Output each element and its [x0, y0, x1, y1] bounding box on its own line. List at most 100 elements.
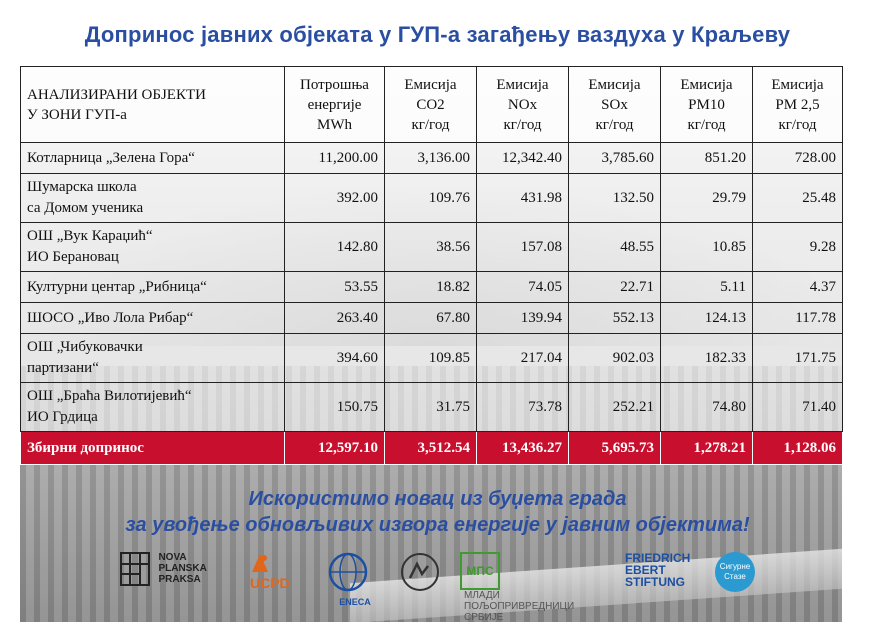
column-header-line: CO2 [416, 96, 445, 113]
value-cell: 67.80 [384, 302, 477, 334]
value-cell: 124.13 [660, 302, 753, 334]
column-header-line: PM 2,5 [775, 96, 820, 113]
partner-logos: NOVA PLANSKA PRAKSA UCPD ENECA МПС МЛАДИ [110, 551, 770, 623]
sigurne-staze-logo: Сигурне Стазе [715, 552, 759, 610]
slogan-line-1: Искористимо новац из буџета града [248, 488, 627, 510]
column-header: АНАЛИЗИРАНИ ОБЈЕКТИ У ЗОНИ ГУП-а [20, 66, 285, 143]
column-header-line: Емисија [588, 76, 641, 93]
ucpd-logo: UCPD [250, 552, 316, 610]
column-header-line: Емисија [404, 76, 457, 93]
slogan-line-2: за увођење обновљивих извора енергије у … [125, 514, 750, 536]
facility-name-cell: ОШ „Вук Караџић“ ИО Берановац [20, 222, 285, 272]
value-cell: 902.03 [568, 333, 661, 383]
column-header-line: PM10 [688, 96, 725, 113]
fes-line2: EBERT [625, 563, 666, 577]
column-header: Емисија PM10 кг/год [660, 66, 753, 143]
table-row: ОШ „Чибуковачки партизани“ 394.60 109.85 217… [20, 333, 843, 383]
sigurne-line1: Сигурне [719, 562, 751, 571]
total-value-cell: 1,278.21 [660, 431, 753, 465]
value-cell: 431.98 [476, 173, 569, 223]
value-cell: 392.00 [284, 173, 385, 223]
mps-line1: МЛАДИ [464, 590, 500, 601]
column-header-line: Потрошња [300, 76, 369, 93]
value-cell: 48.55 [568, 222, 661, 272]
value-cell: 109.76 [384, 173, 477, 223]
column-header-line: кг/год [411, 116, 450, 133]
column-header-line: енергије [307, 96, 362, 113]
value-cell: 25.48 [752, 173, 843, 223]
facility-name-cell: Културни центар „Рибница“ [20, 271, 285, 303]
value-cell: 150.75 [284, 382, 385, 432]
mps-line3: СРБИЈЕ [464, 612, 504, 623]
facility-name-line: ОШ „Браћа Вилотијевић“ [27, 388, 192, 404]
mps-logo: МПС МЛАДИ ПОЉОПРИВРЕДНИЦИ СРБИЈЕ [460, 552, 590, 623]
column-header: Емисија SOx кг/год [568, 66, 661, 143]
eneca-globe-icon [328, 552, 368, 592]
table-row: Котларница „Зелена Гора“ 11,200.00 3,136.0… [20, 142, 843, 174]
column-header-line: Емисија [496, 76, 549, 93]
column-header-line: кг/год [687, 116, 726, 133]
value-cell: 157.08 [476, 222, 569, 272]
column-header-line: кг/год [778, 116, 817, 133]
table-header-row: АНАЛИЗИРАНИ ОБЈЕКТИ У ЗОНИ ГУП-а Потрошња е… [20, 66, 843, 143]
value-cell: 132.50 [568, 173, 661, 223]
facility-name-cell: ШОСО „Иво Лола Рибар“ [20, 302, 285, 334]
column-header-line: MWh [317, 116, 352, 133]
npp-line2: PLANSKA [158, 563, 207, 574]
column-header-line: Емисија [680, 76, 733, 93]
table-row: Културни центар „Рибница“ 53.55 18.82 74.05… [20, 271, 843, 303]
total-value-cell: 1,128.06 [752, 431, 843, 465]
emblem-icon [401, 553, 439, 591]
sigurne-line2: Стазе [724, 572, 746, 581]
npp-line3: PRAKSA [158, 574, 201, 585]
facility-name-line: ИО Берановац [27, 249, 119, 265]
facility-name-line: Шумарска школа [27, 179, 137, 195]
column-header: Емисија PM 2,5 кг/год [752, 66, 843, 143]
value-cell: 31.75 [384, 382, 477, 432]
column-header: Емисија CO2 кг/год [384, 66, 477, 143]
npp-line1: NOVA [158, 552, 187, 563]
fes-line3: STIFTUNG [625, 575, 685, 589]
total-value-cell: 12,597.10 [284, 431, 385, 465]
value-cell: 74.80 [660, 382, 753, 432]
mps-line2: ПОЉОПРИВРЕДНИЦИ [464, 601, 575, 612]
column-header-line: NOx [507, 96, 538, 113]
facility-name-line: Културни центар „Рибница“ [27, 278, 207, 295]
value-cell: 4.37 [752, 271, 843, 303]
value-cell: 12,342.40 [476, 142, 569, 174]
facility-name-cell: ОШ „Чибуковачки партизани“ [20, 333, 285, 383]
total-value-cell: 13,436.27 [476, 431, 569, 465]
facility-name-line: ИО Грдица [27, 409, 98, 425]
table-row: ОШ „Вук Караџић“ ИО Берановац 142.80 38.56 1… [20, 222, 843, 272]
ucpd-figure-icon [252, 554, 268, 572]
value-cell: 139.94 [476, 302, 569, 334]
mps-badge: МПС [460, 552, 500, 590]
page-title: Допринос јавних објеката у ГУП-а загађењ… [84, 22, 791, 47]
value-cell: 11,200.00 [284, 142, 385, 174]
facility-name-line: партизани“ [27, 360, 99, 376]
value-cell: 117.78 [752, 302, 843, 334]
nova-planska-praksa-logo: NOVA PLANSKA PRAKSA [120, 552, 240, 610]
value-cell: 9.28 [752, 222, 843, 272]
sigurne-badge: Сигурне Стазе [715, 552, 755, 592]
table-row: Шумарска школа са Домом ученика 392.00 109.… [20, 173, 843, 223]
value-cell: 3,785.60 [568, 142, 661, 174]
column-header: Потрошња енергије MWh [284, 66, 385, 143]
total-value-cell: 5,695.73 [568, 431, 661, 465]
table-row: ОШ „Браћа Вилотијевић“ ИО Грдица 150.75 31.… [20, 382, 843, 432]
circle-emblem-logo [400, 552, 444, 610]
total-row: Збирни допринос 12,597.10 3,512.54 13,436.2… [20, 431, 843, 465]
fes-line1: FRIEDRICH [625, 551, 691, 565]
column-header-line: кг/год [595, 116, 634, 133]
column-header-line: АНАЛИЗИРАНИ ОБЈЕКТИ [27, 86, 206, 103]
table-row: ШОСО „Иво Лола Рибар“ 263.40 67.80 139.94 55… [20, 302, 843, 334]
value-cell: 109.85 [384, 333, 477, 383]
value-cell: 3,136.00 [384, 142, 477, 174]
total-value-cell: 3,512.54 [384, 431, 477, 465]
value-cell: 182.33 [660, 333, 753, 383]
column-header: Емисија NOx кг/год [476, 66, 569, 143]
value-cell: 5.11 [660, 271, 753, 303]
column-header-line: У ЗОНИ ГУП-а [27, 106, 127, 123]
eneca-logo: ENECA [325, 552, 385, 610]
facility-name-line: ШОСО „Иво Лола Рибар“ [27, 309, 194, 326]
